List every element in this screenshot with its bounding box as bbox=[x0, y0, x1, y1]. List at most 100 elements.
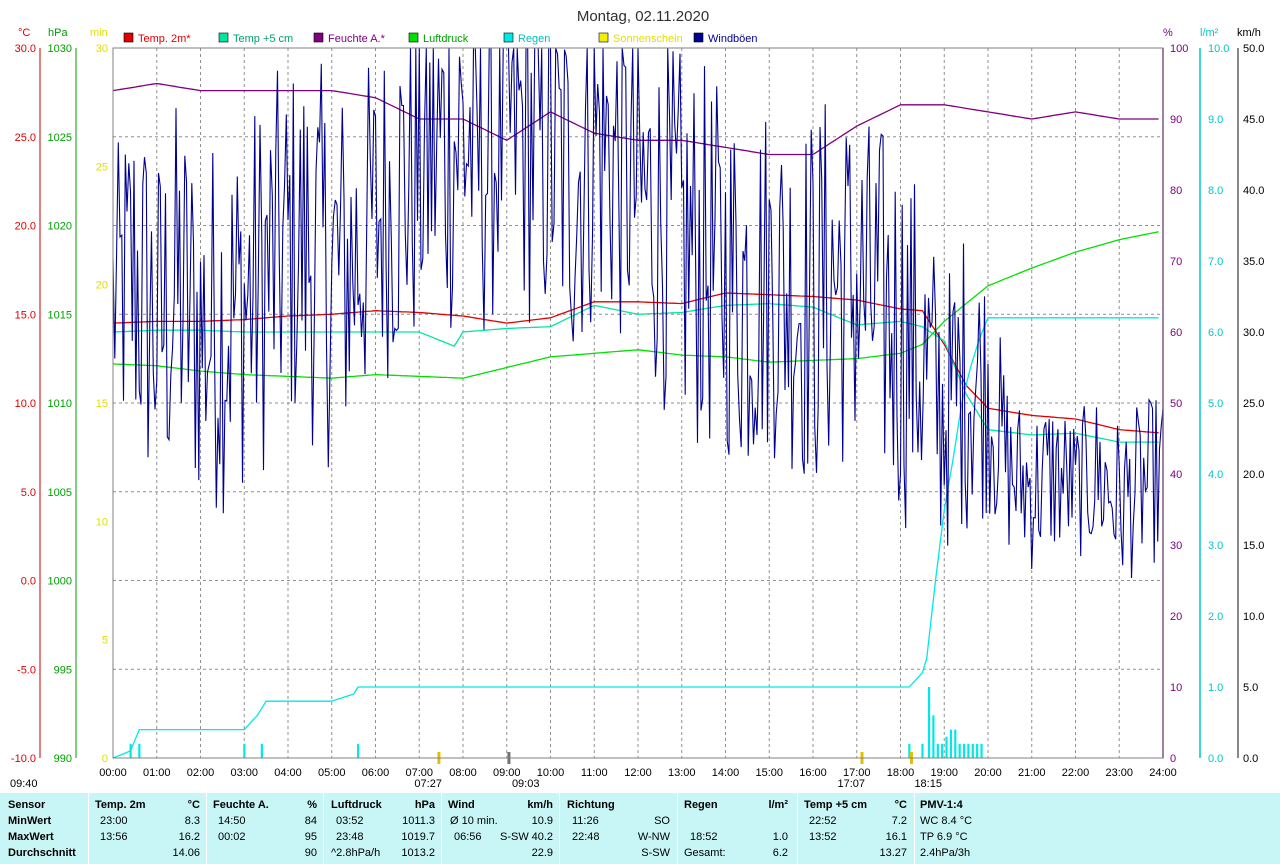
x-tick-label: 13:00 bbox=[668, 767, 696, 779]
pmv-windchill: WC 8.4 °C bbox=[920, 815, 973, 827]
x-tick-label: 22:00 bbox=[1062, 767, 1090, 779]
wind-tick-label: 20.0 bbox=[1243, 469, 1264, 481]
regen-title: Regen bbox=[684, 799, 718, 811]
rain-bar bbox=[958, 743, 961, 758]
temp2m-min: 8.3 bbox=[184, 815, 200, 827]
pressure-tick-label: 995 bbox=[54, 664, 72, 676]
legend-label: Luftdruck bbox=[423, 33, 469, 45]
humidity-tick-label: 80 bbox=[1170, 185, 1182, 197]
rain-tick-label: 6.0 bbox=[1208, 327, 1223, 339]
feuchte-max-time: 00:02 bbox=[218, 831, 246, 843]
chart-title: Montag, 02.11.2020 bbox=[577, 8, 709, 25]
pmv-title: PMV-1:4 bbox=[920, 799, 963, 811]
x-tick-label: 15:00 bbox=[755, 767, 783, 779]
wind-unit-label: km/h bbox=[1237, 27, 1261, 39]
x-tick-label: 16:00 bbox=[799, 767, 827, 779]
temp-tick-label: -10.0 bbox=[11, 753, 36, 765]
pressure-tick-label: 1025 bbox=[48, 132, 72, 144]
rain-tick-label: 2.0 bbox=[1208, 611, 1223, 623]
temp5cm-min-time: 22:52 bbox=[809, 815, 837, 827]
rain-bar bbox=[138, 743, 141, 758]
sun-event-label: 07:27 bbox=[414, 778, 442, 790]
wind-tick-label: 15.0 bbox=[1243, 540, 1264, 552]
rain-tick-label: 7.0 bbox=[1208, 256, 1223, 268]
luftdruck-min-time: 03:52 bbox=[336, 815, 364, 827]
humidity-tick-label: 60 bbox=[1170, 327, 1182, 339]
luftdruck-max: 1019.7 bbox=[401, 831, 435, 843]
pressure-tick-label: 1015 bbox=[48, 309, 72, 321]
sunshine-tick-label: 10 bbox=[96, 516, 108, 528]
temp-tick-label: 30.0 bbox=[15, 43, 36, 55]
humidity-tick-label: 0 bbox=[1170, 753, 1176, 765]
pressure-tick-label: 1020 bbox=[48, 221, 72, 233]
row-label-max: MaxWert bbox=[8, 831, 54, 843]
wind-tick-label: 5.0 bbox=[1243, 682, 1258, 694]
temp-tick-label: 5.0 bbox=[21, 487, 36, 499]
rain-tick-label: 0.0 bbox=[1208, 753, 1223, 765]
pressure-tick-label: 990 bbox=[54, 753, 72, 765]
richtung-dir-1: SO bbox=[654, 815, 670, 827]
rain-bar bbox=[932, 715, 935, 758]
regen-max: 1.0 bbox=[772, 831, 788, 843]
humidity-tick-label: 50 bbox=[1170, 398, 1182, 410]
regen-total-label: Gesamt: bbox=[684, 847, 726, 859]
legend-label: Sonnenschein bbox=[613, 33, 683, 45]
x-tick-label: 10:00 bbox=[537, 767, 565, 779]
legend-label: Feuchte A.* bbox=[328, 33, 386, 45]
wind-avg: 22.9 bbox=[531, 847, 553, 859]
wind-avg10-label: Ø 10 min. bbox=[450, 815, 498, 827]
legend-swatch bbox=[218, 32, 229, 43]
x-tick-label: 08:00 bbox=[449, 767, 477, 779]
temp-tick-label: 10.0 bbox=[15, 398, 36, 410]
rain-bar bbox=[260, 743, 263, 758]
richtung-title: Richtung bbox=[567, 799, 615, 811]
x-tick-label: 12:00 bbox=[624, 767, 652, 779]
legend-label: Temp. 2m* bbox=[138, 33, 191, 45]
wind-tick-label: 45.0 bbox=[1243, 114, 1264, 126]
legend-swatch bbox=[313, 32, 324, 43]
rain-bar bbox=[908, 743, 911, 758]
wind-tick-label: 25.0 bbox=[1243, 398, 1264, 410]
x-tick-label: 00:00 bbox=[99, 767, 127, 779]
feuchte-min: 84 bbox=[304, 815, 317, 827]
feuchte-title: Feuchte A. bbox=[213, 799, 269, 811]
wind-max-dir: S-SW bbox=[500, 831, 529, 843]
wind-title: Wind bbox=[448, 799, 475, 811]
x-tick-label: 24:00 bbox=[1149, 767, 1177, 779]
sunshine-tick-label: 0 bbox=[102, 753, 108, 765]
rain-unit-label: l/m² bbox=[1200, 27, 1219, 39]
x-tick-label: 20:00 bbox=[974, 767, 1002, 779]
rain-tick-label: 9.0 bbox=[1208, 114, 1223, 126]
rain-bar bbox=[967, 743, 970, 758]
temp2m-max: 16.2 bbox=[178, 831, 200, 843]
regen-total: 6.2 bbox=[772, 847, 788, 859]
legend-label: Temp +5 cm bbox=[233, 33, 293, 45]
corner-time: 09:40 bbox=[10, 778, 38, 790]
x-tick-label: 05:00 bbox=[318, 767, 346, 779]
x-tick-label: 14:00 bbox=[712, 767, 740, 779]
row-label-min: MinWert bbox=[8, 815, 52, 827]
sensor-title: Sensor bbox=[8, 799, 46, 811]
pmv-dewpoint: TP 6.9 °C bbox=[920, 831, 968, 843]
rain-bar bbox=[949, 729, 953, 758]
rain-bar bbox=[976, 743, 979, 758]
sunshine-tick-label: 30 bbox=[96, 43, 108, 55]
x-tick-label: 17:00 bbox=[843, 767, 871, 779]
feuchte-max: 95 bbox=[304, 831, 317, 843]
legend-swatch bbox=[408, 32, 419, 43]
humidity-tick-label: 40 bbox=[1170, 469, 1182, 481]
x-tick-label: 19:00 bbox=[930, 767, 958, 779]
humidity-tick-label: 100 bbox=[1170, 43, 1188, 55]
legend-swatch bbox=[503, 32, 514, 43]
rain-bar bbox=[927, 687, 931, 758]
luftdruck-min: 1011.3 bbox=[402, 815, 435, 827]
temp-unit-label: °C bbox=[18, 27, 30, 39]
richtung-time-2: 22:48 bbox=[572, 831, 600, 843]
rain-tick-label: 5.0 bbox=[1208, 398, 1223, 410]
rain-bars bbox=[129, 687, 983, 758]
richtung-dir-2: W-NW bbox=[637, 831, 670, 843]
wind-tick-label: 50.0 bbox=[1243, 43, 1264, 55]
temp2m-avg: 14.06 bbox=[172, 847, 200, 859]
humidity-tick-label: 20 bbox=[1170, 611, 1182, 623]
sunshine-tick-label: 20 bbox=[96, 280, 108, 292]
